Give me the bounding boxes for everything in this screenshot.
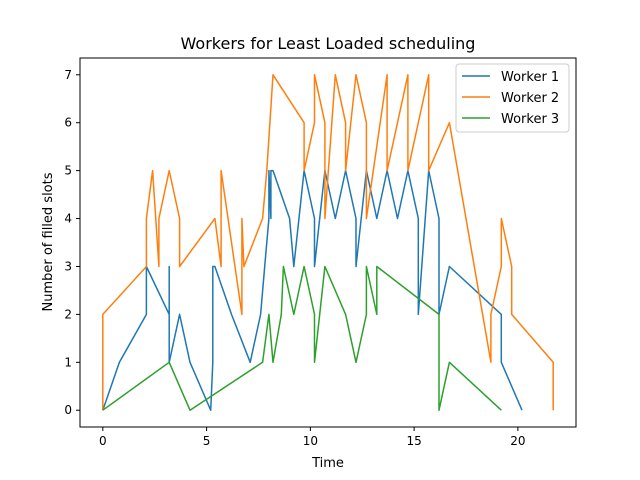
x-tick-label: 20: [510, 434, 525, 448]
y-tick-label: 3: [64, 259, 72, 273]
y-tick-label: 7: [64, 68, 72, 82]
y-tick-label: 0: [64, 403, 72, 417]
series-layer: [102, 74, 554, 411]
legend-label-worker-1: Worker 1: [501, 70, 559, 85]
x-tick-label: 10: [303, 434, 318, 448]
series-line-worker-1: [102, 169, 523, 411]
y-axis: 0 1 2 3 4 5 6 7: [64, 68, 80, 417]
y-tick-label: 1: [64, 355, 72, 369]
legend: Worker 1 Worker 2 Worker 3: [455, 63, 570, 133]
series-line-worker-2: [102, 74, 554, 411]
plot-area-frame: [79, 57, 577, 428]
legend-box: [455, 63, 570, 133]
series-line-worker-3: [102, 265, 502, 411]
y-axis-label: Number of filled slots: [41, 172, 56, 311]
legend-label-worker-2: Worker 2: [501, 91, 559, 106]
legend-label-worker-3: Worker 3: [501, 112, 559, 127]
x-axis-label: Time: [311, 456, 344, 471]
y-tick-label: 4: [64, 212, 72, 226]
x-tick-label: 5: [203, 434, 211, 448]
y-tick-label: 5: [64, 164, 72, 178]
y-tick-label: 6: [64, 116, 72, 130]
chart-title: Workers for Least Loaded scheduling: [181, 34, 476, 53]
x-tick-label: 15: [406, 434, 421, 448]
y-tick-label: 2: [64, 307, 72, 321]
x-axis: 0 5 10 15 20: [99, 427, 526, 448]
x-tick-label: 0: [99, 434, 107, 448]
